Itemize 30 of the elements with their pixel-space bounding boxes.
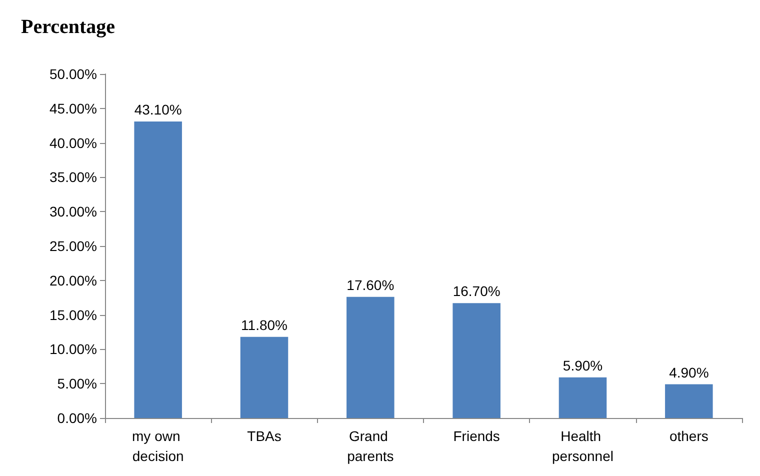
bar <box>240 336 288 418</box>
data-label: 17.60% <box>346 276 394 293</box>
y-tick-label: 15.00% <box>50 306 97 323</box>
y-tick-label: 25.00% <box>50 238 97 254</box>
bar <box>558 377 607 418</box>
y-tick-label: 40.00% <box>50 134 97 151</box>
y-tick-label: 20.00% <box>50 272 97 288</box>
y-tick-label: 35.00% <box>50 169 97 186</box>
data-label: 5.90% <box>562 357 603 374</box>
y-axis-title: Percentage <box>21 16 116 38</box>
bar <box>346 296 394 418</box>
data-label: 4.90% <box>669 364 709 380</box>
x-tick-label: others <box>669 428 708 444</box>
y-tick-label: 50.00% <box>50 66 97 82</box>
x-tick-label: Health personnel <box>552 428 614 464</box>
data-label: 16.70% <box>452 283 500 300</box>
y-tick-label: 0.00% <box>57 410 97 426</box>
x-tick-label: my own decision <box>132 428 184 464</box>
x-tick-label: Grand parents <box>347 428 394 464</box>
y-tick-label: 30.00% <box>50 204 97 220</box>
bar <box>665 384 713 418</box>
y-tick-label: 45.00% <box>50 100 97 116</box>
y-tick-label: 10.00% <box>50 341 97 358</box>
bar <box>134 121 182 418</box>
data-label: 11.80% <box>241 316 288 333</box>
x-tick-label: TBAs <box>247 428 282 444</box>
x-tick-label: Friends <box>453 428 500 444</box>
y-tick-label: 5.00% <box>57 376 97 392</box>
bar <box>452 303 500 418</box>
data-label: 43.10% <box>134 101 182 118</box>
